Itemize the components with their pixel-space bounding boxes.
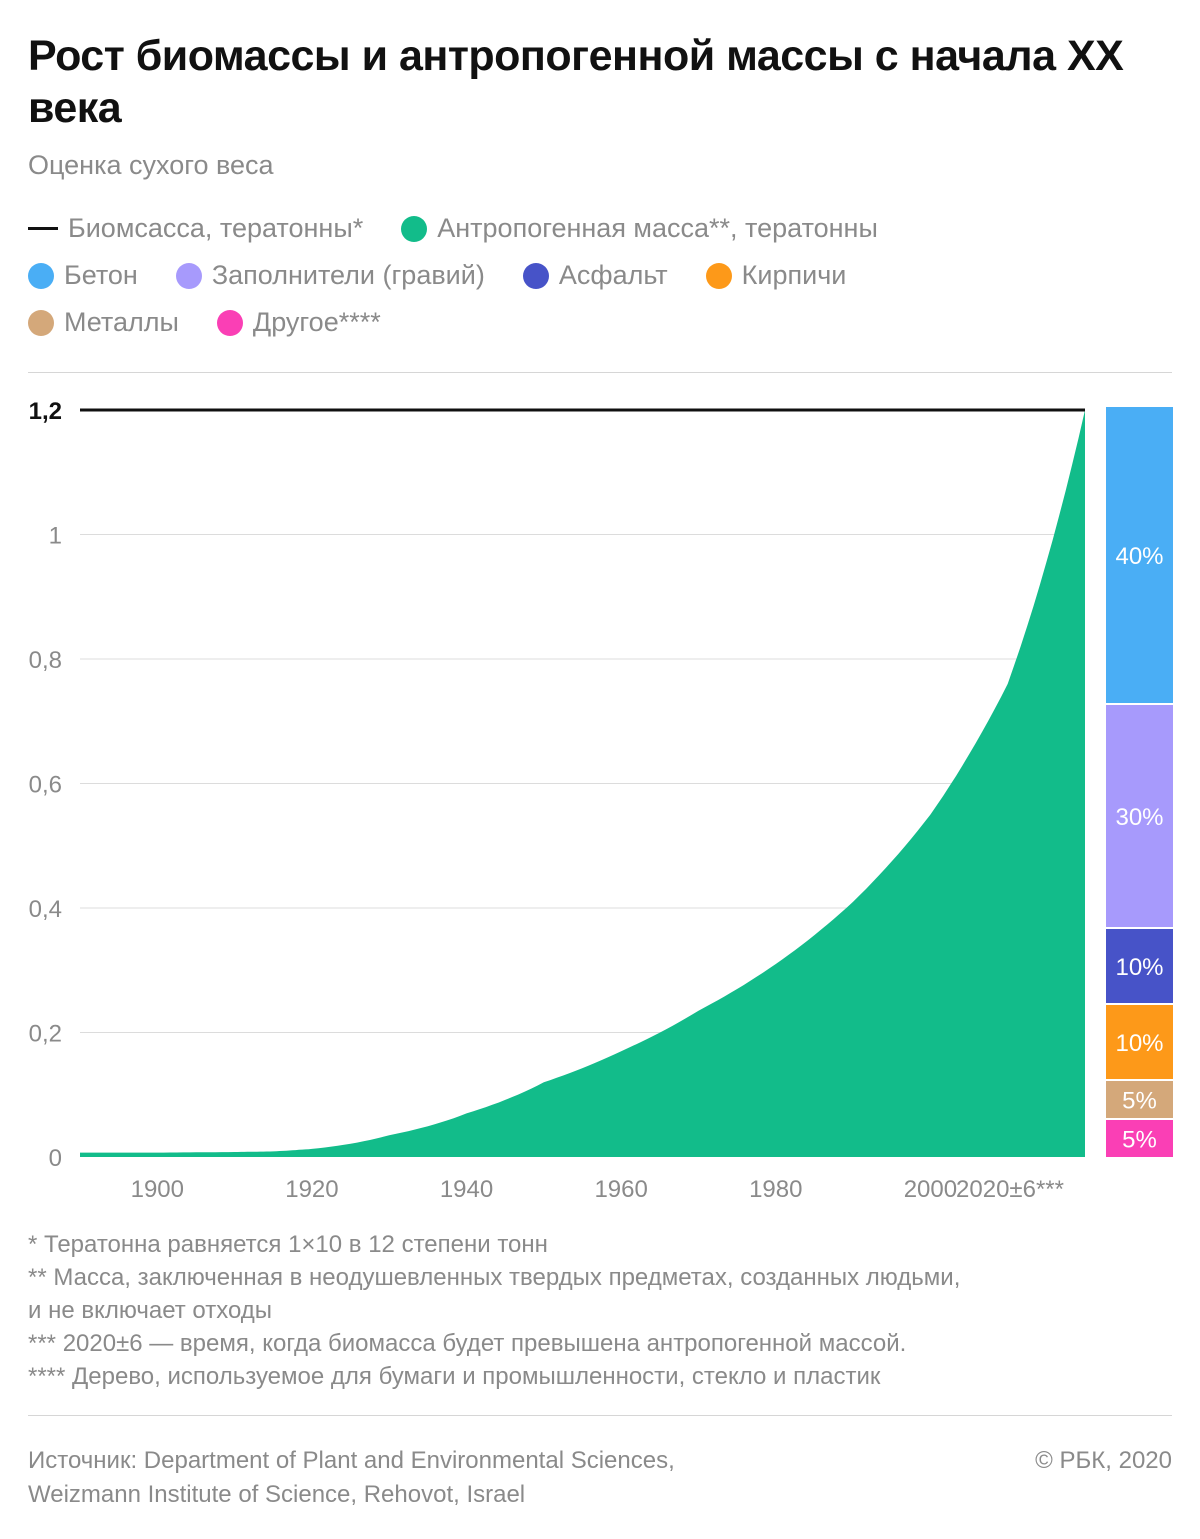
composition-segment-concrete xyxy=(1106,407,1173,703)
legend-dot-aggregates xyxy=(175,262,202,289)
composition-label-metals: 5% xyxy=(1122,1088,1157,1115)
legend-label-biomass: Биомсасса, тератонны* xyxy=(68,213,364,243)
source-line-2: Weizmann Institute of Science, Rehovot, … xyxy=(28,1481,526,1508)
composition-segment-aggregates xyxy=(1106,705,1173,927)
y-tick-label: 0,6 xyxy=(29,772,62,799)
chart-subtitle: Оценка сухого веса xyxy=(28,150,274,180)
legend-label-asphalt: Асфальт xyxy=(558,260,668,290)
legend-dot-metals xyxy=(28,309,54,336)
source-line-1: Источник: Department of Plant and Enviro… xyxy=(28,1447,675,1474)
composition-segment-other xyxy=(1106,1120,1173,1157)
legend-row-3: Металлы Другое**** xyxy=(28,299,1178,346)
composition-segment-metals xyxy=(1106,1081,1173,1118)
legend-item-bricks: Кирпичи xyxy=(705,260,847,291)
x-tick-label: 1980 xyxy=(749,1176,802,1203)
anthropogenic-area xyxy=(80,410,1085,1157)
legend-label-bricks: Кирпичи xyxy=(741,260,847,290)
composition-segment-asphalt xyxy=(1106,929,1173,1003)
composition-label-bricks: 10% xyxy=(1115,1030,1163,1057)
legend-row-2: Бетон Заполнители (гравий) Асфальт Кирпи… xyxy=(28,252,1178,299)
x-tick-label: 1920 xyxy=(285,1176,338,1203)
x-tick-label: 2000 xyxy=(904,1176,957,1203)
chart-area: 0 0,2 0,4 0,6 0,8 1 1,2 1900 1920 1940 1960 1980 200… xyxy=(29,398,1173,1203)
legend-label-aggregates: Заполнители (гравий) xyxy=(211,260,485,290)
bottom-divider xyxy=(28,1415,1172,1416)
legend-item-other: Другое**** xyxy=(216,307,381,338)
legend-row-1: Биомсасса, тератонны* Антропогенная масс… xyxy=(28,205,1178,252)
footnotes: * Тератонна равняется 1×10 в 12 степени … xyxy=(28,1228,1178,1393)
top-divider xyxy=(28,372,1172,373)
legend-dot-concrete xyxy=(28,262,54,289)
y-tick-label: 1 xyxy=(49,523,62,550)
footnote-1: * Тератонна равняется 1×10 в 12 степени … xyxy=(28,1231,548,1258)
x-tick-label: 2020±6*** xyxy=(956,1176,1064,1203)
legend-line-marker xyxy=(28,227,58,230)
legend-item-anthropogenic: Антропогенная масса**, тератонны xyxy=(401,213,878,244)
legend-dot-anthropogenic xyxy=(401,215,428,242)
y-tick-label: 1,2 xyxy=(29,398,62,425)
footnote-2: ** Масса, заключенная в неодушевленных т… xyxy=(28,1264,961,1291)
legend-item-concrete: Бетон xyxy=(28,260,138,291)
legend-dot-other xyxy=(216,309,243,336)
legend-label-anthropogenic: Антропогенная масса**, тератонны xyxy=(437,213,878,243)
legend-item-biomass: Биомсасса, тератонны* xyxy=(28,213,363,244)
copyright: © РБК, 2020 xyxy=(1035,1447,1172,1474)
legend-item-metals: Металлы xyxy=(28,307,179,338)
y-tick-label: 0,8 xyxy=(29,647,62,674)
legend-item-aggregates: Заполнители (гравий) xyxy=(175,260,485,291)
legend-item-asphalt: Асфальт xyxy=(522,260,668,291)
legend-label-metals: Металлы xyxy=(64,307,179,337)
legend: Биомсасса, тератонны* Антропогенная масс… xyxy=(28,205,1178,346)
composition-segment-bricks xyxy=(1106,1005,1173,1079)
composition-label-concrete: 40% xyxy=(1115,543,1163,570)
footnote-2-cont: и не включает отходы xyxy=(28,1297,273,1324)
legend-dot-asphalt xyxy=(522,262,549,289)
composition-label-asphalt: 10% xyxy=(1115,954,1163,981)
chart-title: Рост биомассы и антропогенной массы с на… xyxy=(28,32,1124,132)
composition-label-other: 5% xyxy=(1122,1127,1157,1154)
composition-label-aggregates: 30% xyxy=(1115,804,1163,831)
legend-dot-bricks xyxy=(705,262,732,289)
footnote-4: **** Дерево, используемое для бумаги и п… xyxy=(28,1363,881,1390)
source: Источник: Department of Plant and Enviro… xyxy=(28,1444,878,1512)
y-tick-label: 0,2 xyxy=(29,1021,62,1048)
y-tick-label: 0,4 xyxy=(29,896,62,923)
x-tick-label: 1960 xyxy=(594,1176,647,1203)
legend-label-concrete: Бетон xyxy=(64,260,138,290)
x-tick-label: 1900 xyxy=(131,1176,184,1203)
y-tick-label: 0 xyxy=(49,1145,62,1172)
x-tick-label: 1940 xyxy=(440,1176,493,1203)
legend-label-other: Другое**** xyxy=(252,307,381,337)
footnote-3: *** 2020±6 — время, когда биомасса будет… xyxy=(28,1330,907,1357)
